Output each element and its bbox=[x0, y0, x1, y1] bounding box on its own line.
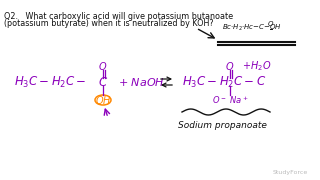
Text: $O$: $O$ bbox=[225, 60, 235, 72]
Text: $O$: $O$ bbox=[98, 60, 108, 72]
Text: $Bc{\cdot}H_2{\cdot}Hc{-}C{-}OH$: $Bc{\cdot}H_2{\cdot}Hc{-}C{-}OH$ bbox=[222, 23, 282, 33]
Text: $+\ NaOH$: $+\ NaOH$ bbox=[118, 76, 165, 88]
Text: $C$: $C$ bbox=[98, 75, 108, 89]
Text: StudyForce: StudyForce bbox=[273, 170, 308, 175]
Text: $O^-\ Na^+$: $O^-\ Na^+$ bbox=[212, 94, 248, 106]
Text: $H_3C-H_2C-$: $H_3C-H_2C-$ bbox=[14, 75, 87, 89]
Text: (potassium butyrate) when it is neutralized by KOH?: (potassium butyrate) when it is neutrali… bbox=[4, 19, 214, 28]
Text: Sodium propanoate: Sodium propanoate bbox=[178, 120, 267, 129]
Text: $+H_2O$: $+H_2O$ bbox=[242, 59, 271, 73]
Text: $H_3C-H_2C-C$: $H_3C-H_2C-C$ bbox=[182, 75, 266, 89]
Text: $O$: $O$ bbox=[268, 19, 275, 28]
Text: $OH$: $OH$ bbox=[95, 94, 111, 106]
Text: Q2.   What carboxylic acid will give potassium butanoate: Q2. What carboxylic acid will give potas… bbox=[4, 12, 233, 21]
